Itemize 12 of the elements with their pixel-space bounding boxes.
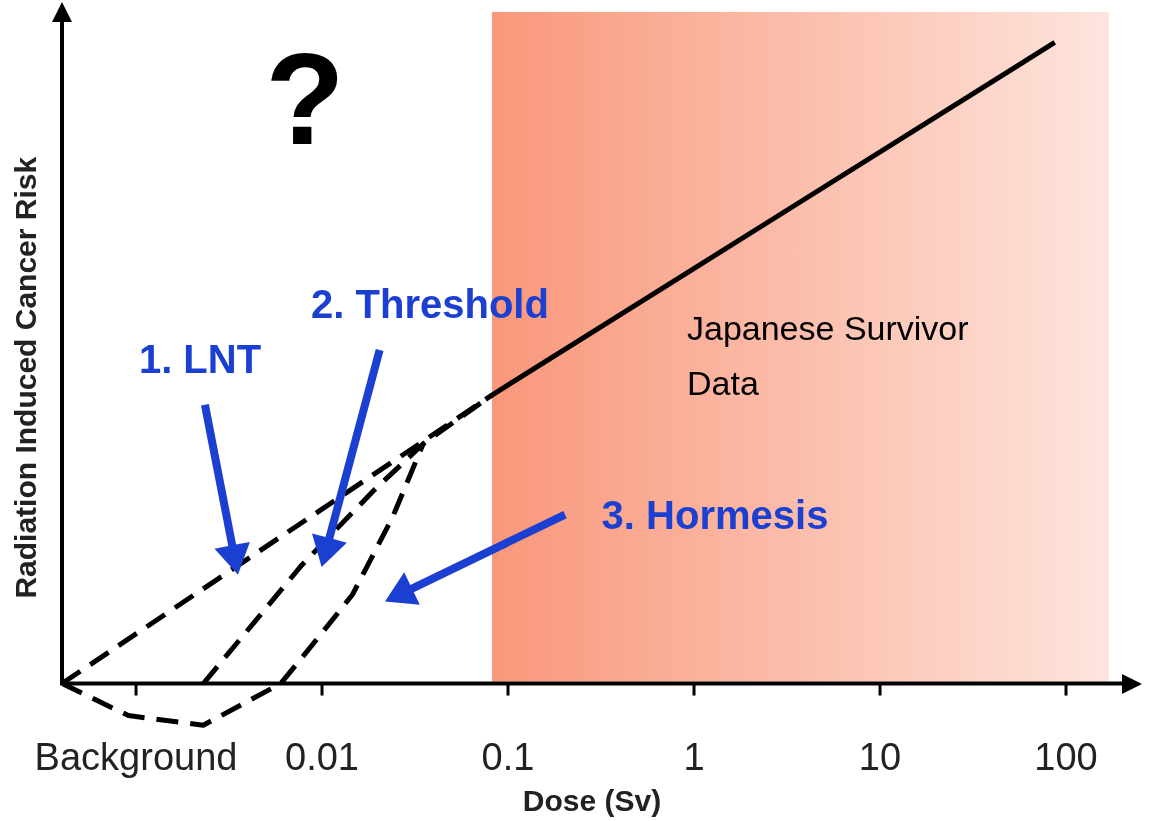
x-tick-label: Background [34,735,238,778]
y-axis-title: Radiation Induced Cancer Risk [9,156,43,599]
annotation: 1. LNT [138,337,262,382]
x-tick-label: 100 [1034,735,1098,778]
annotation: 3. Hormesis [601,493,829,538]
x-tick-label: 0.1 [481,735,535,778]
x-tick-label: 0.01 [285,735,359,778]
annotation: ? [265,25,345,172]
x-tick-label: 10 [858,735,902,778]
x-tick-label: 1 [683,735,705,778]
x-axis-title: Dose (Sv) [522,784,662,818]
band-label: Japanese Survivor Data [686,309,969,403]
